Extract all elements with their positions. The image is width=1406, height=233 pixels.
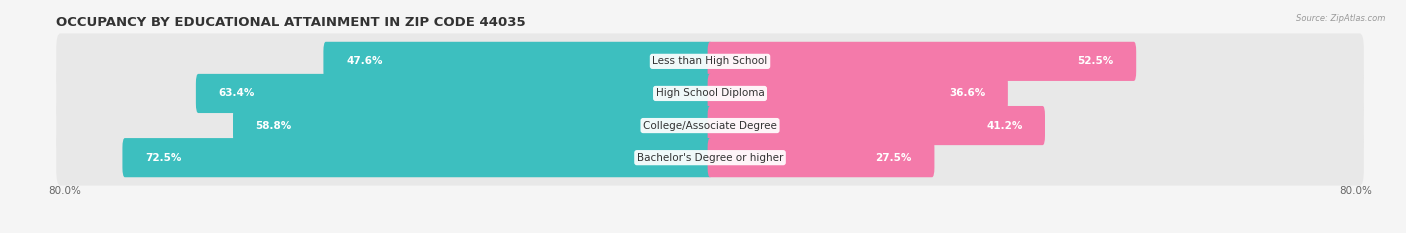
FancyBboxPatch shape (56, 130, 1364, 186)
Text: 52.5%: 52.5% (1077, 56, 1114, 66)
Text: 63.4%: 63.4% (218, 89, 254, 99)
Text: OCCUPANCY BY EDUCATIONAL ATTAINMENT IN ZIP CODE 44035: OCCUPANCY BY EDUCATIONAL ATTAINMENT IN Z… (56, 16, 526, 29)
FancyBboxPatch shape (195, 74, 713, 113)
FancyBboxPatch shape (707, 74, 1008, 113)
Text: 58.8%: 58.8% (256, 120, 292, 130)
FancyBboxPatch shape (56, 65, 1364, 121)
Text: 27.5%: 27.5% (876, 153, 912, 163)
FancyBboxPatch shape (707, 138, 935, 177)
Text: Bachelor's Degree or higher: Bachelor's Degree or higher (637, 153, 783, 163)
FancyBboxPatch shape (707, 106, 1045, 145)
Text: College/Associate Degree: College/Associate Degree (643, 120, 778, 130)
Text: 41.2%: 41.2% (986, 120, 1022, 130)
FancyBboxPatch shape (707, 42, 1136, 81)
Text: 36.6%: 36.6% (949, 89, 986, 99)
FancyBboxPatch shape (56, 98, 1364, 154)
FancyBboxPatch shape (233, 106, 713, 145)
Text: 72.5%: 72.5% (145, 153, 181, 163)
FancyBboxPatch shape (323, 42, 713, 81)
FancyBboxPatch shape (56, 33, 1364, 89)
Text: High School Diploma: High School Diploma (655, 89, 765, 99)
Text: Less than High School: Less than High School (652, 56, 768, 66)
FancyBboxPatch shape (122, 138, 713, 177)
Text: Source: ZipAtlas.com: Source: ZipAtlas.com (1295, 14, 1385, 23)
Text: 47.6%: 47.6% (346, 56, 382, 66)
